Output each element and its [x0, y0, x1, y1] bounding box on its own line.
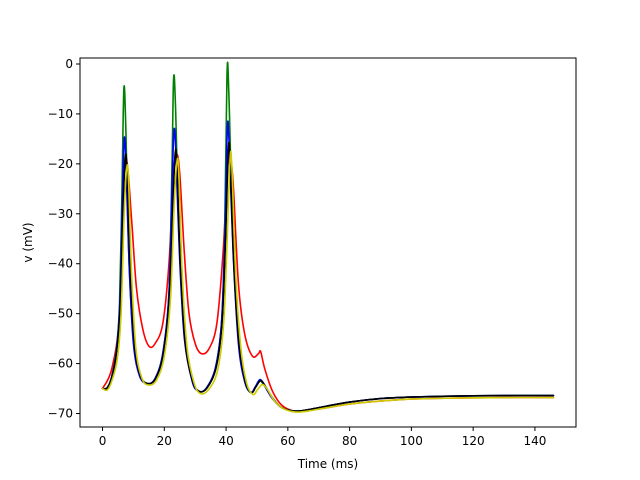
x-axis-label: Time (ms): [297, 457, 359, 471]
x-tick-label: 140: [523, 434, 546, 448]
x-tick-label: 100: [400, 434, 423, 448]
y-axis-label: v (mV): [21, 222, 35, 262]
series-line-4: [101, 141, 555, 412]
x-tick-label: 120: [462, 434, 485, 448]
y-tick-label: −50: [48, 307, 73, 321]
x-axis-ticks: 0 20 40 60 80 100 120 140: [99, 427, 546, 448]
plot-background: [80, 58, 576, 427]
y-tick-label: −40: [48, 257, 73, 271]
y-tick-label: −60: [48, 357, 73, 371]
x-tick-label: 40: [218, 434, 233, 448]
series-line-5: [101, 150, 555, 413]
x-tick-label: 60: [280, 434, 295, 448]
x-tick-label: 80: [342, 434, 357, 448]
y-axis-ticks: 0 −10 −20 −30 −40 −50 −60 −70: [48, 57, 80, 421]
x-tick-label: 0: [99, 434, 107, 448]
y-tick-label: −10: [48, 107, 73, 121]
y-tick-label: −70: [48, 407, 73, 421]
y-tick-label: −30: [48, 207, 73, 221]
y-tick-label: 0: [65, 57, 73, 71]
x-tick-label: 20: [157, 434, 172, 448]
series-traces: [101, 61, 555, 413]
plot-frame: [79, 57, 577, 428]
y-tick-label: −20: [48, 157, 73, 171]
